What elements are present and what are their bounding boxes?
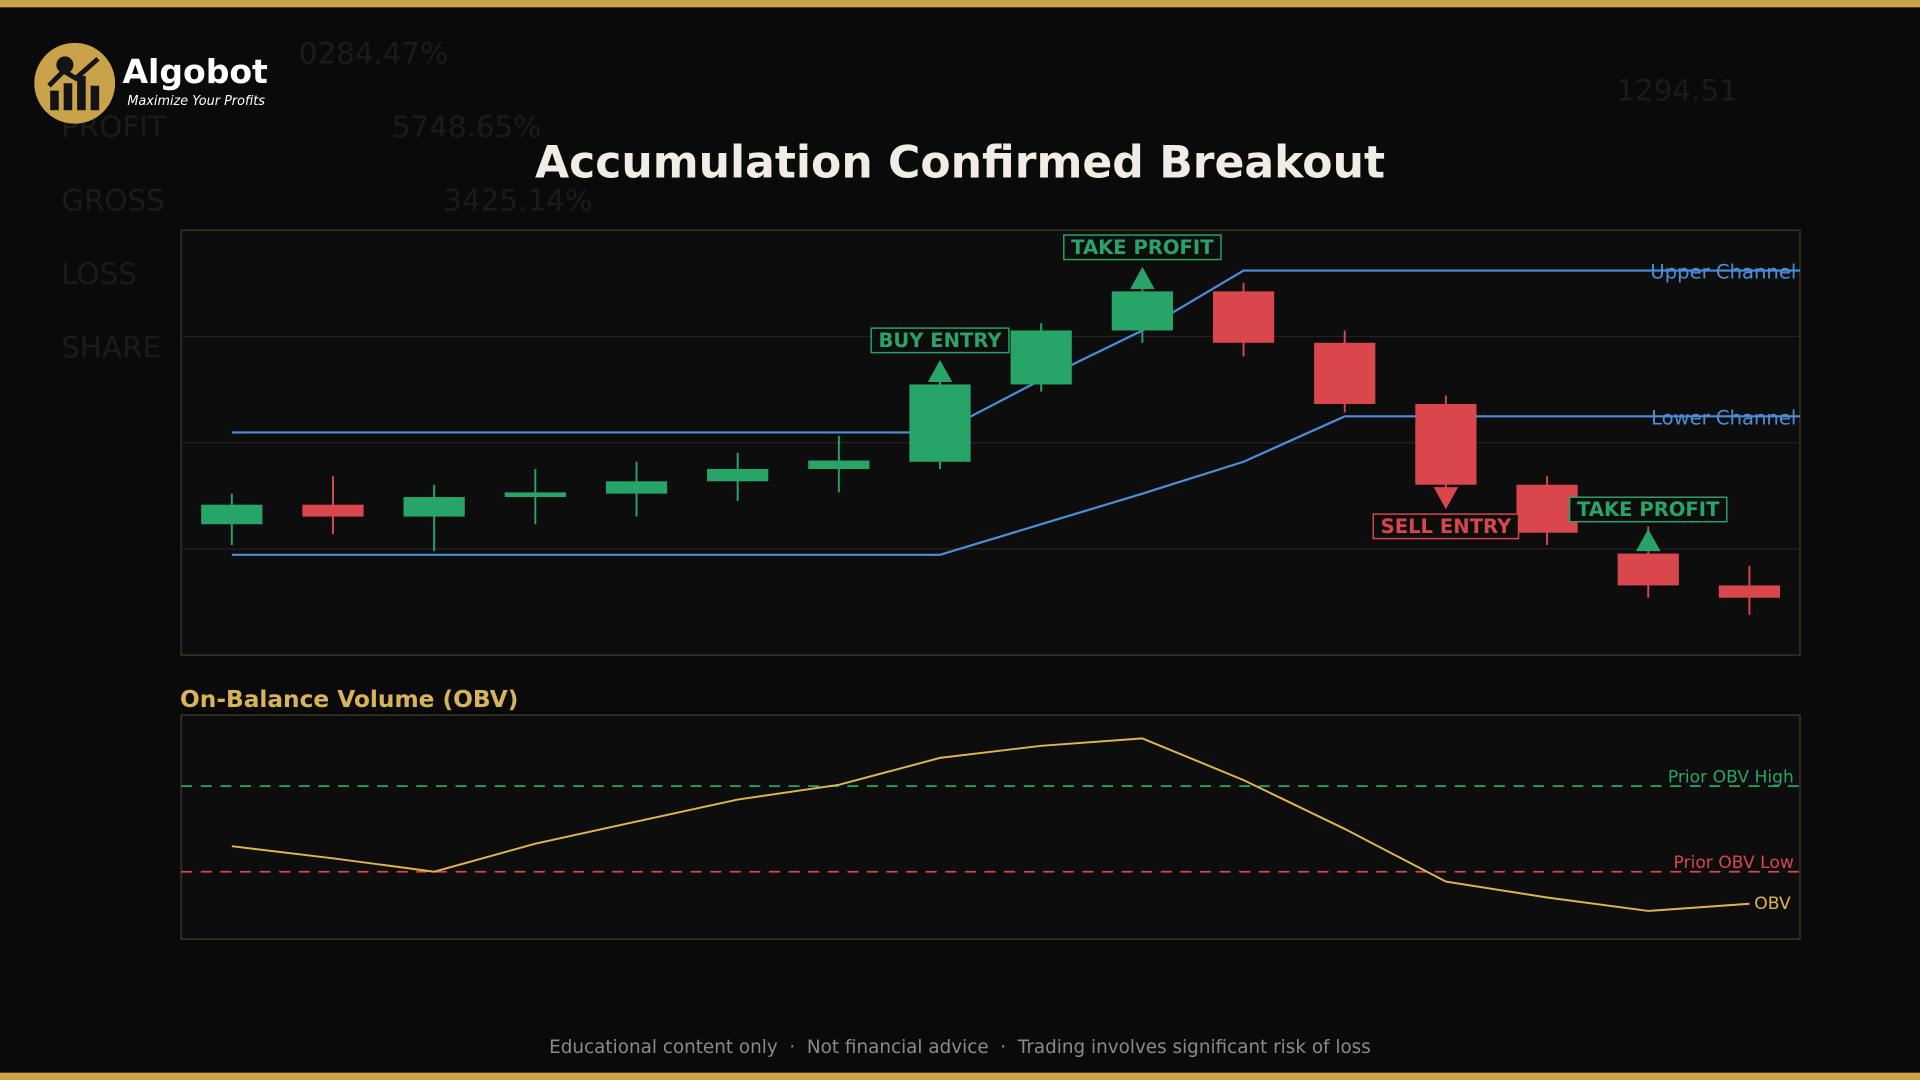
ghost-text: LOSS	[61, 257, 137, 291]
signal-arrow	[1130, 266, 1155, 289]
signal-arrow	[1433, 487, 1459, 510]
candle-body	[201, 504, 263, 525]
logo-icon	[90, 85, 100, 111]
top-border	[0, 0, 1920, 8]
candle-body	[1111, 291, 1173, 331]
logo-icon	[63, 83, 73, 111]
signal-label: TAKE PROFIT	[1071, 236, 1214, 259]
signal-box	[1568, 496, 1728, 523]
logo-icon	[50, 90, 59, 111]
tagline: Maximize Your Profits	[127, 94, 265, 109]
signal-arrow	[927, 359, 953, 382]
legend-label: OBV	[1754, 894, 1791, 914]
signal-label: SELL ENTRY	[1381, 515, 1512, 538]
level-label: Prior OBV Low	[1674, 853, 1794, 873]
candle-body	[504, 492, 566, 498]
candle-body	[1415, 403, 1477, 485]
candle-body	[1516, 484, 1578, 533]
chart-title: Accumulation Confirmed Breakout	[535, 137, 1385, 188]
background-ghost: 0284.47%PROFIT 5748.65%GROSS 3425.14%LOSSS…	[61, 37, 1738, 365]
bottom-border	[0, 1072, 1920, 1080]
signal-label: BUY ENTRY	[878, 329, 1002, 352]
logo	[34, 42, 116, 124]
ghost-text: SHARE	[61, 330, 161, 364]
brand: Algobot	[122, 52, 268, 91]
obv-line	[231, 737, 1750, 912]
candle-body	[808, 460, 870, 469]
signal-arrow	[1635, 529, 1661, 552]
logo-icon	[77, 75, 86, 111]
signal-label: TAKE PROFIT	[1577, 498, 1720, 521]
legend-label: Lower Channel	[1651, 406, 1796, 429]
candle-body	[403, 497, 465, 517]
channel-line	[231, 269, 1750, 434]
candle-body	[1010, 330, 1072, 385]
obv-title: On-Balance Volume (OBV)	[180, 686, 518, 713]
candle-body	[605, 481, 668, 494]
level-label: Prior OBV High	[1668, 768, 1794, 788]
logo-icon	[47, 56, 100, 88]
footer: Educational content only · Not financial…	[549, 1037, 1371, 1058]
ghost-text: 0284.47%	[299, 37, 448, 71]
candle-body	[1617, 553, 1679, 586]
logo-circle	[34, 42, 116, 124]
logo-icon	[56, 56, 74, 74]
candle-body	[1718, 585, 1781, 598]
legend-label: Upper Channel	[1650, 261, 1796, 284]
ghost-text: 1294.51	[1616, 73, 1737, 107]
signal-box	[1372, 513, 1520, 540]
signal-box	[870, 327, 1010, 354]
candle-body	[909, 384, 971, 462]
candle-body	[707, 468, 769, 482]
ghost-text: 3425.14%	[443, 184, 592, 218]
obv-panel	[180, 714, 1801, 940]
ghost-text: 5748.65%	[392, 110, 541, 144]
candle-body	[302, 504, 364, 517]
candle-body	[1212, 291, 1275, 343]
channel-line	[231, 415, 1750, 556]
ghost-text: GROSS	[61, 184, 165, 218]
candle-body	[1314, 342, 1376, 404]
signal-box	[1063, 234, 1222, 261]
